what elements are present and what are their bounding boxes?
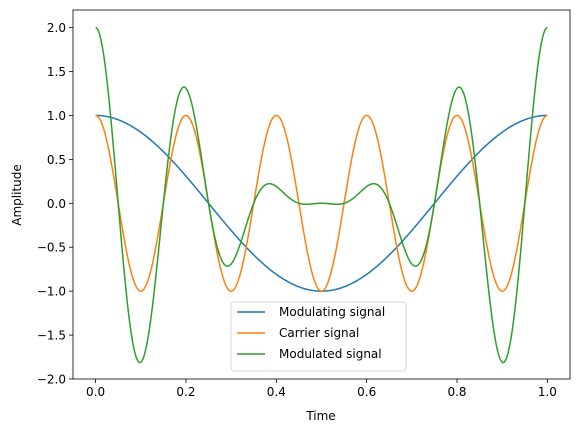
plot-frame	[72, 9, 571, 380]
y-tick-label: −1.5	[37, 329, 66, 343]
x-tick-label: 0.8	[447, 385, 466, 399]
x-tick-label: 0.2	[176, 385, 195, 399]
series-line-3	[95, 26, 548, 364]
legend-label: Modulating signal	[279, 305, 385, 319]
x-tick-label: 0.4	[267, 385, 286, 399]
legend-label: Carrier signal	[279, 326, 359, 340]
x-tick-label: 0.0	[86, 385, 105, 399]
y-tick-label: 2.0	[47, 21, 66, 35]
y-axis-label: Amplitude	[10, 164, 24, 226]
legend-label: Modulated signal	[279, 347, 382, 361]
x-tick-label: 1.0	[538, 385, 557, 399]
x-axis-label: Time	[305, 409, 335, 423]
y-tick-label: −1.0	[37, 285, 66, 299]
y-tick-label: 1.5	[47, 65, 66, 79]
y-tick-label: −0.5	[37, 241, 66, 255]
x-axis: 0.0 0.2 0.4 0.6 0.8 1.0	[86, 379, 557, 399]
series-line-2	[95, 114, 548, 292]
y-tick-label: 1.0	[47, 109, 66, 123]
legend: Modulating signal Carrier signal Modulated…	[230, 301, 407, 372]
x-tick-label: 0.6	[357, 385, 376, 399]
series-layer	[95, 26, 548, 364]
legend-box	[230, 301, 407, 372]
y-tick-label: 0.0	[47, 197, 66, 211]
y-tick-label: 0.5	[47, 153, 66, 167]
y-axis: −2.0 −1.5 −1.0 −0.5 0.0 0.5 1.0 1.5 2.0	[37, 21, 73, 387]
y-tick-label: −2.0	[37, 373, 66, 387]
